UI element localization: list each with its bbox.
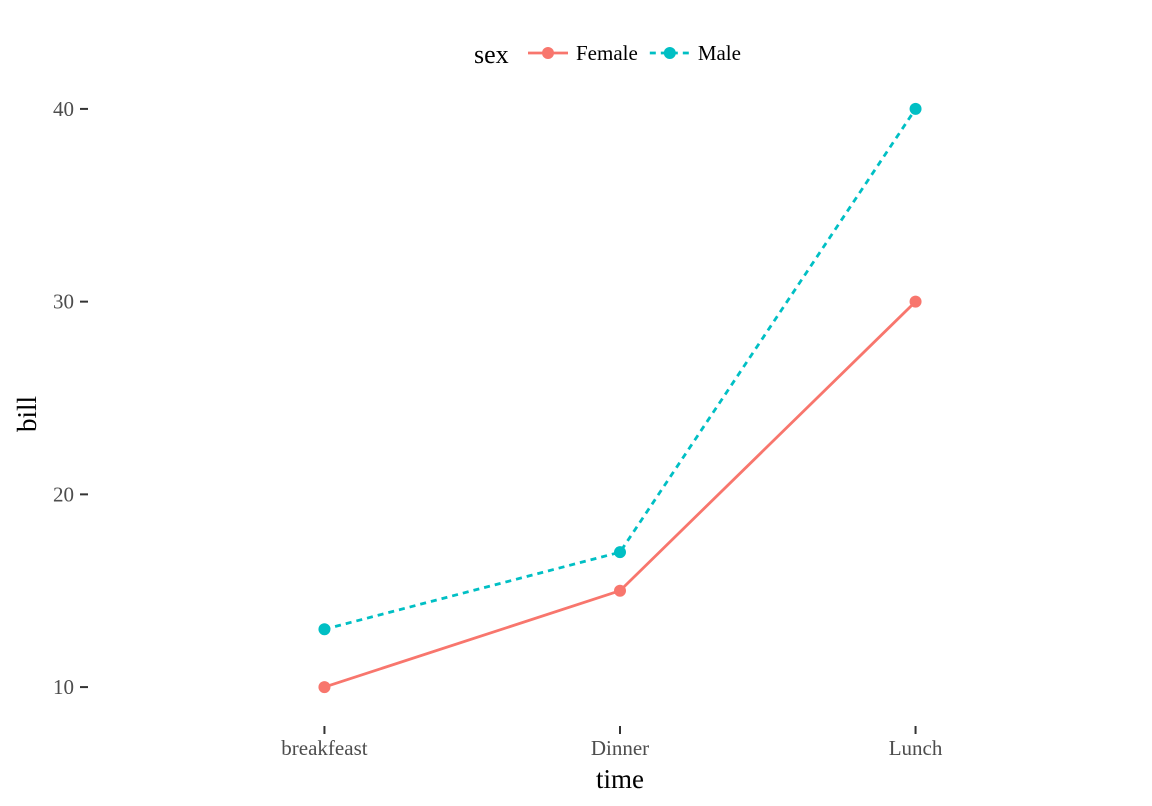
y-axis: 10 20 30 40 <box>53 97 88 699</box>
data-point-female <box>318 681 331 694</box>
x-tick-label: breakfeast <box>281 736 367 760</box>
x-tick-label: Lunch <box>889 736 943 760</box>
legend: sex Female Male <box>474 40 741 69</box>
y-tick-label: 10 <box>53 675 74 699</box>
series-male <box>318 102 922 636</box>
legend-key-point <box>663 47 676 59</box>
plot-area <box>318 102 922 694</box>
data-point-female <box>614 584 626 597</box>
y-axis-title: bill <box>12 396 42 432</box>
series-line-male <box>324 108 917 631</box>
data-point-male <box>614 546 626 559</box>
legend-title: sex <box>474 40 509 69</box>
series-female <box>318 295 922 694</box>
y-tick-label: 40 <box>53 97 74 121</box>
y-tick-label: 30 <box>53 290 74 314</box>
x-axis-title: time <box>596 764 644 794</box>
x-axis: breakfeast Dinner Lunch <box>281 726 943 760</box>
legend-key-point <box>542 47 554 59</box>
series-line-female <box>324 300 917 689</box>
legend-item-male: Male <box>649 41 741 65</box>
data-point-male <box>318 623 331 636</box>
x-tick-label: Dinner <box>591 736 649 760</box>
legend-label: Female <box>576 41 638 65</box>
y-tick-label: 20 <box>53 482 74 506</box>
legend-item-female: Female <box>528 41 638 65</box>
data-point-male <box>909 102 922 115</box>
data-point-female <box>909 295 922 308</box>
legend-label: Male <box>698 41 741 65</box>
